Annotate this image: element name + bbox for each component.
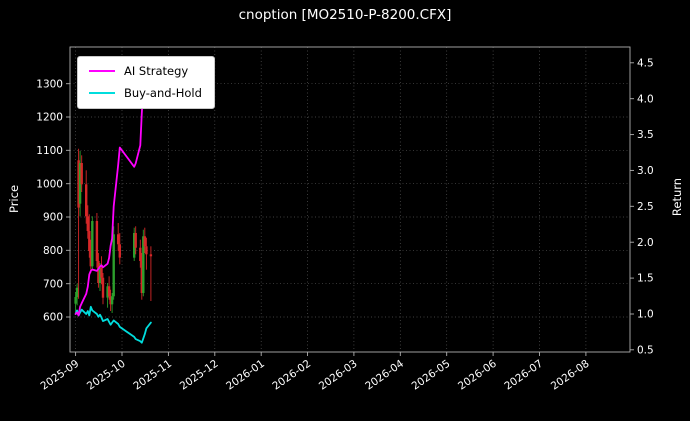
y-tick-label-price: 1300 — [36, 78, 63, 90]
candle-body — [75, 287, 79, 297]
candle-body — [134, 233, 137, 248]
candle-body — [86, 216, 89, 231]
x-tick-label: 2025-12 — [178, 358, 221, 393]
candle-body — [142, 236, 145, 293]
y-tick-label-price: 700 — [43, 278, 63, 290]
y-tick-label-return: 1.0 — [637, 309, 654, 321]
candle-body — [98, 267, 102, 283]
legend-label-ai-strategy: AI Strategy — [124, 64, 189, 78]
legend-label-buy-and-hold: Buy-and-Hold — [124, 86, 202, 100]
x-tick-label: 2026-04 — [363, 357, 406, 392]
candle-body — [91, 221, 94, 267]
x-tick-label: 2026-03 — [317, 358, 360, 393]
candlesticks — [74, 148, 153, 313]
candle-body — [145, 246, 148, 255]
y-tick-label-price: 600 — [43, 312, 63, 324]
y-axis-right: 0.5 1.0 1.5 2.0 2.5 3.0 3.5 4.0 4.5 — [630, 57, 654, 356]
candle-body — [88, 231, 91, 251]
candle-body — [101, 277, 105, 298]
x-tick-label: 2025-11 — [131, 358, 174, 393]
x-tick-label: 2026-02 — [270, 358, 313, 393]
y-tick-label-return: 4.0 — [637, 93, 654, 105]
y-tick-label-return: 0.5 — [637, 344, 654, 356]
candle-body — [143, 236, 146, 247]
y-tick-label-price: 1100 — [36, 145, 63, 157]
candle-body — [110, 296, 114, 305]
x-tick-label: 2026-06 — [456, 357, 499, 392]
candle-body — [118, 244, 121, 258]
candle-body — [117, 234, 120, 245]
candle-body — [106, 286, 109, 298]
y-tick-label-return: 2.0 — [637, 237, 654, 249]
x-tick-label: 2026-07 — [502, 358, 545, 393]
legend-item-buy-and-hold: Buy-and-Hold — [89, 86, 202, 100]
y-axis-label-return: Return — [670, 177, 684, 217]
candle-body — [80, 163, 83, 185]
legend-item-ai-strategy: AI Strategy — [89, 64, 202, 78]
plot-frame — [69, 46, 631, 353]
x-tick-label: 2025-09 — [38, 358, 81, 393]
series-ai-strategy — [74, 69, 152, 317]
candle-body — [139, 247, 142, 261]
y-tick-label-return: 3.0 — [637, 165, 654, 177]
candle-body — [133, 233, 136, 258]
x-tick-label: 2026-05 — [410, 358, 453, 393]
y-tick-label-return: 3.5 — [637, 129, 654, 141]
x-tick-label: 2026-08 — [549, 358, 592, 393]
candle-body — [85, 184, 88, 217]
y-tick-label-return: 4.5 — [637, 57, 654, 69]
legend: AI Strategy Buy-and-Hold — [77, 56, 215, 109]
candle-body — [107, 286, 111, 297]
candle-body — [78, 163, 82, 204]
candle-body — [109, 296, 112, 305]
candle-body — [74, 297, 77, 304]
candle-body — [95, 221, 99, 261]
candle-body — [89, 251, 92, 267]
series-buy-and-hold — [74, 305, 152, 344]
candle-body — [77, 160, 80, 208]
y-tick-label-price: 800 — [43, 245, 63, 257]
candle-body — [149, 254, 153, 257]
legend-line-swatch-buy-and-hold — [89, 92, 115, 94]
y-tick-label-return: 2.5 — [637, 201, 654, 213]
x-tick-label: 2025-10 — [85, 358, 128, 393]
y-tick-label-price: 1000 — [36, 178, 63, 190]
candle-body — [140, 261, 143, 293]
y-tick-label-price: 1200 — [36, 112, 63, 124]
candle-body — [100, 267, 103, 278]
chart-title: cnoption [MO2510-P-8200.CFX] — [238, 7, 452, 23]
x-tick-label: 2026-01 — [224, 358, 267, 393]
candle-body — [97, 261, 100, 283]
y-axis-label-price: Price — [7, 184, 21, 214]
grid — [70, 47, 630, 352]
legend-line-swatch-ai-strategy — [89, 70, 115, 72]
x-axis: 2025-09 2025-10 2025-11 2025-12 2026-01 2026-… — [38, 352, 592, 393]
y-tick-label-price: 900 — [43, 212, 63, 224]
candle-body — [112, 234, 115, 297]
y-tick-label-return: 1.5 — [637, 273, 654, 285]
y-axis-left: 600 700 800 900 1000 1100 1200 1300 — [36, 78, 70, 324]
